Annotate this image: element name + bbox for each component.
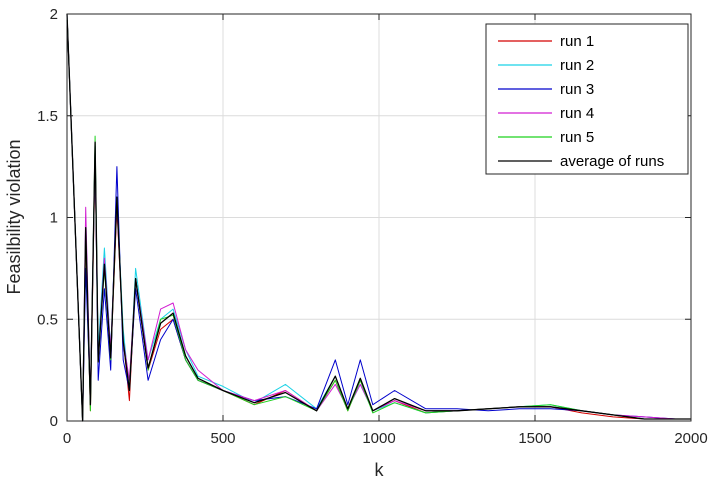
x-tick-label: 2000 xyxy=(674,430,707,447)
y-tick-label: 2 xyxy=(50,6,58,23)
legend-label: run 4 xyxy=(560,105,594,122)
y-tick-label: 1.5 xyxy=(37,108,58,125)
legend-label: run 5 xyxy=(560,129,594,146)
y-tick-label: 0.5 xyxy=(37,311,58,328)
y-tick-label: 1 xyxy=(50,210,58,227)
series-line-average-of-runs xyxy=(66,13,691,422)
legend-label: run 1 xyxy=(560,33,594,50)
x-axis-label: k xyxy=(375,460,385,480)
legend-label: average of runs xyxy=(560,153,664,170)
x-tick-label: 500 xyxy=(210,430,235,447)
x-tick-label: 1000 xyxy=(362,430,395,447)
y-tick-label: 0 xyxy=(50,413,58,430)
legend-box xyxy=(485,23,689,175)
x-tick-label: 1500 xyxy=(518,430,551,447)
x-tick-label: 0 xyxy=(63,430,71,447)
series-layer xyxy=(66,13,691,422)
legend: run 1 run 2 run 3 run 4 run 5 average of runs xyxy=(485,23,689,175)
y-axis-label: Feasilbility violation xyxy=(4,139,24,294)
legend-label: run 3 xyxy=(560,81,594,98)
legend-label: run 2 xyxy=(560,57,594,74)
ticks: 0 500 1000 1500 2000 0 0.5 1 1.5 2 xyxy=(37,6,708,447)
